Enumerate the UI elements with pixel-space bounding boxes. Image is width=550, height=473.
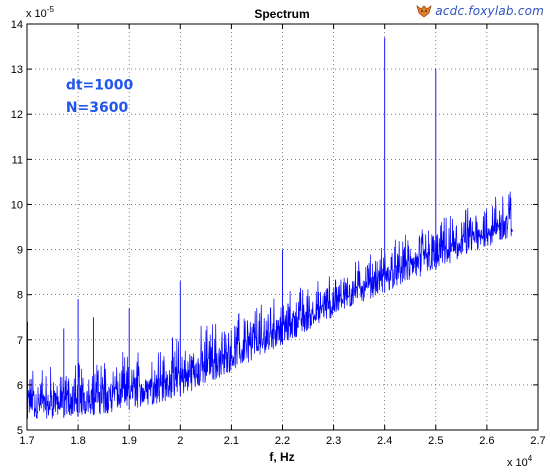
svg-text:x 10-5: x 10-5 [26,5,54,20]
x-tick-label: 1.8 [70,435,85,447]
x-tick-label: 2.7 [530,435,545,447]
svg-text:x 104: x 104 [507,454,533,469]
x-tick-label: 2.6 [479,435,494,447]
annotation-dt: dt=1000 [66,77,134,93]
y-tick-label: 8 [17,290,23,302]
chart-title: Spectrum [254,7,309,21]
x-exponent-prefix: x 10 [507,457,528,469]
x-tick-label: 2 [177,435,183,447]
fox-logo-icon [416,4,433,18]
x-axis-label: f, Hz [269,450,294,464]
y-tick-label: 10 [11,199,23,211]
y-tick-label: 5 [17,425,23,437]
y-exponent-value: -5 [47,5,55,14]
x-tick-label: 2.5 [428,435,443,447]
y-tick-label: 9 [17,245,23,257]
y-tick-label: 11 [12,154,23,166]
y-exponent-label: x 10-5 [26,5,54,20]
y-exponent-prefix: x 10 [26,8,47,20]
y-tick-label: 13 [11,64,23,76]
y-tick-label: 12 [11,109,23,121]
ticks: 1.7 1.8 1.9 2 2.1 2.2 2.3 2.4 2.5 2.6 2.7 5 6 7 8 9 10 11… [11,19,546,447]
x-tick-label: 2.3 [326,435,341,447]
x-tick-label: 1.7 [19,435,34,447]
spectrum-series-line [26,191,513,419]
x-tick-label: 1.9 [122,435,137,447]
x-tick-label: 2.2 [275,435,290,447]
annotation-n: N=3600 [66,100,129,116]
x-exponent-label: x 104 [507,454,533,469]
x-tick-label: 2.1 [224,435,239,447]
x-exponent-value: 4 [528,454,533,463]
y-tick-label: 7 [17,335,23,347]
x-tick-label: 2.4 [377,435,392,447]
y-tick-label: 6 [17,380,23,392]
y-tick-label: 14 [11,19,23,31]
watermark: acdc.foxylab.com [416,2,544,20]
watermark-text: acdc.foxylab.com [435,4,544,18]
series-layer [26,37,513,419]
